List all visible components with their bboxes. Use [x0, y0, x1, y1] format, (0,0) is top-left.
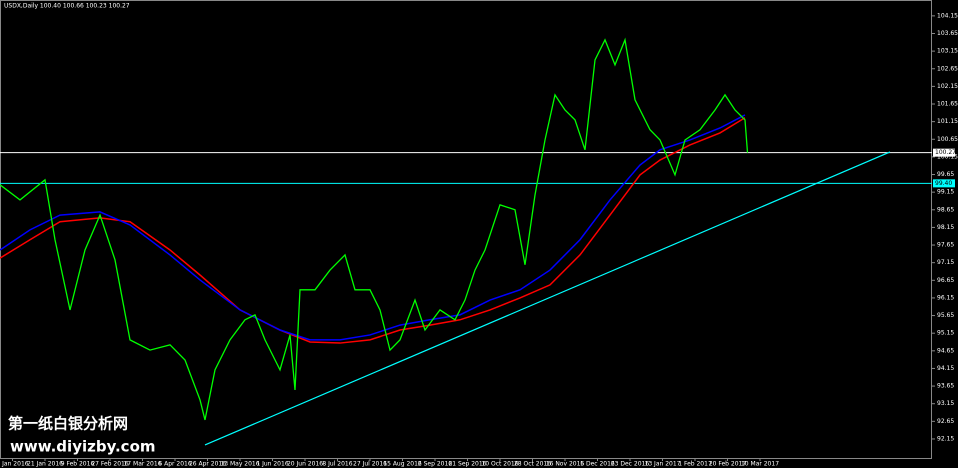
y-tick-label: 93.65 — [937, 383, 954, 390]
plot-frame — [0, 0, 932, 459]
x-tick-label: 2 Sep 2016 — [418, 461, 452, 468]
watermark: www.diyizby.com — [10, 438, 156, 456]
y-tick-label: 94.15 — [937, 365, 954, 372]
price-line — [0, 117, 746, 344]
y-tick-label: 95.65 — [937, 312, 954, 319]
y-tick-label: 97.15 — [937, 259, 954, 266]
x-tick-label: 1 Feb 2017 — [678, 461, 712, 468]
price-line — [0, 37, 749, 421]
x-tick-label: 21 Jan 2016 — [27, 461, 63, 468]
x-tick-label: 6 Apr 2016 — [158, 461, 191, 468]
chart-title: USDX,Daily 100.40 100.66 100.23 100.27 — [4, 3, 130, 10]
y-tick-label: 100.65 — [937, 136, 958, 143]
price-label: 100.27 — [935, 149, 956, 156]
y-tick-label: 100.15 — [937, 153, 958, 160]
y-tick-label: 96.65 — [937, 277, 954, 284]
y-tick-label: 98.65 — [937, 206, 954, 213]
price-label-box — [933, 148, 955, 157]
y-tick-label: 94.65 — [937, 347, 954, 354]
y-tick-label: 97.65 — [937, 242, 954, 249]
y-tick-label: 102.65 — [937, 65, 958, 72]
x-tick-label: 10 Mar 2017 — [741, 461, 779, 468]
watermark: 第一纸白银分析网 — [8, 415, 128, 433]
x-tick-label: 20 Feb 2017 — [709, 461, 747, 468]
x-tick-label: 9 Feb 2016 — [61, 461, 95, 468]
x-tick-label: 16 Nov 2016 — [546, 461, 585, 468]
x-tick-label: 8 Jul 2016 — [322, 461, 352, 468]
x-tick-label: 17 Mar 2016 — [123, 461, 161, 468]
y-tick-label: 95.15 — [937, 330, 954, 337]
trendline — [204, 151, 891, 446]
x-tick-label: 1 Jun 2016 — [256, 461, 288, 468]
x-tick-label: 15 Aug 2016 — [383, 461, 422, 468]
y-tick-label: 99.15 — [937, 189, 954, 196]
x-tick-label: 27 Feb 2016 — [91, 461, 129, 468]
y-tick-label: 104.15 — [937, 12, 958, 19]
y-tick-label: 101.15 — [937, 118, 958, 125]
y-tick-label: 92.15 — [937, 435, 954, 442]
y-tick-label: 92.65 — [937, 418, 954, 425]
x-tick-label: 5 Jan 2016 — [0, 461, 29, 468]
x-tick-label: 5 Dec 2016 — [580, 461, 615, 468]
x-tick-label: 20 Jun 2016 — [287, 461, 323, 468]
x-tick-label: 10 Oct 2016 — [481, 461, 518, 468]
x-tick-label: 21 Sep 2016 — [448, 461, 486, 468]
x-tick-label: 26 Apr 2016 — [189, 461, 226, 468]
price-line — [0, 114, 746, 341]
y-tick-label: 99.65 — [937, 171, 954, 178]
price-label: 99.40 — [935, 180, 952, 187]
x-tick-label: 13 May 2016 — [220, 461, 259, 468]
y-tick-label: 103.15 — [937, 48, 958, 55]
x-tick-label: 13 Jan 2017 — [645, 461, 681, 468]
x-tick-label: 23 Dec 2016 — [611, 461, 650, 468]
x-tick-label: 27 Jul 2016 — [353, 461, 387, 468]
y-tick-label: 101.65 — [937, 101, 958, 108]
y-tick-label: 98.15 — [937, 224, 954, 231]
y-tick-label: 93.15 — [937, 400, 954, 407]
x-tick-label: 28 Oct 2016 — [514, 461, 551, 468]
price-label-box — [933, 179, 955, 188]
y-tick-label: 102.15 — [937, 83, 958, 90]
y-tick-label: 96.15 — [937, 294, 954, 301]
y-tick-label: 103.65 — [937, 30, 958, 37]
